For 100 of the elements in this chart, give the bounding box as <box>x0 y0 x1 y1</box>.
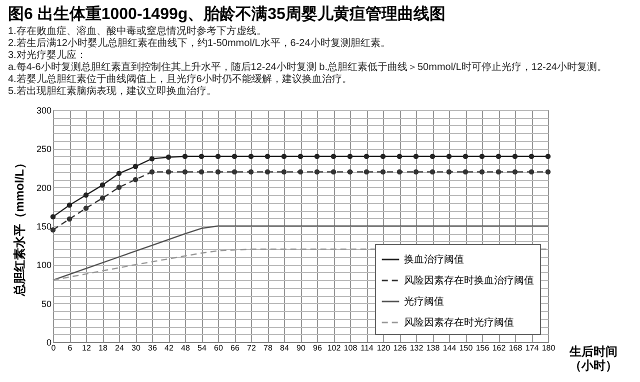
point <box>166 169 172 175</box>
x-tick-label: 150 <box>459 344 474 352</box>
point <box>479 169 485 175</box>
point <box>298 154 304 160</box>
point <box>182 154 188 160</box>
point <box>198 169 204 175</box>
point <box>413 169 419 175</box>
point <box>66 202 72 208</box>
point <box>248 154 254 160</box>
point <box>479 154 485 160</box>
point <box>512 169 518 175</box>
x-tick-label: 96 <box>313 344 322 352</box>
point <box>462 154 468 160</box>
text: 4.若婴儿总胆红素位于曲线阈值上，且光疗6小时仍不能缓解，建议换血治疗。 <box>8 73 352 85</box>
x-tick-label: 18 <box>98 344 108 352</box>
point <box>347 154 353 160</box>
point <box>132 176 138 182</box>
point <box>330 169 336 175</box>
point <box>182 169 188 175</box>
x-tick-label: 60 <box>214 344 224 352</box>
point <box>149 156 155 162</box>
point <box>132 164 138 170</box>
legend-label: 风险因素存在时换血治疗阈值 <box>404 274 534 286</box>
point <box>462 169 468 175</box>
x-tick-label: 54 <box>198 344 207 352</box>
point <box>215 169 221 175</box>
point <box>100 182 106 188</box>
x-tick-label: 108 <box>344 344 358 352</box>
x-tick-label: 180 <box>542 344 556 352</box>
point <box>248 169 254 175</box>
point <box>380 154 386 160</box>
point <box>396 169 402 175</box>
point <box>528 169 534 175</box>
point <box>413 154 419 160</box>
point <box>50 214 56 220</box>
x-tick-label: 30 <box>132 344 141 352</box>
x-tick-label: 162 <box>492 344 506 352</box>
y-tick-label: 250 <box>36 144 52 154</box>
x-tick-label: 6 <box>68 344 73 352</box>
point <box>215 154 221 160</box>
y-tick-label: 300 <box>36 106 52 116</box>
x-tick-label: 168 <box>508 344 523 352</box>
point <box>396 154 402 160</box>
point <box>281 169 287 175</box>
point <box>496 169 502 175</box>
point <box>66 216 72 222</box>
y-tick-label: 50 <box>41 298 52 309</box>
x-tick-label: 12 <box>82 344 92 352</box>
x-tick-label: 144 <box>442 344 457 352</box>
point <box>446 169 452 175</box>
x-tick-label: 126 <box>393 344 408 352</box>
x-tick-label: 156 <box>476 344 490 352</box>
point <box>364 169 370 175</box>
legend-label: 风险因素存在时光疗阈值 <box>404 316 514 328</box>
x-tick-label: 90 <box>296 344 306 352</box>
x-tick-label: 72 <box>247 344 256 352</box>
point <box>232 154 238 160</box>
point <box>116 184 122 190</box>
point <box>496 154 502 160</box>
point <box>100 196 106 201</box>
x-tick-label: 24 <box>115 344 124 352</box>
text: 3.对光疗婴儿应： <box>8 49 86 61</box>
x-tick-label: 114 <box>360 344 374 352</box>
point <box>314 169 320 175</box>
point <box>298 169 304 175</box>
x-tick-label: 48 <box>181 344 190 352</box>
point <box>430 169 436 175</box>
x-tick-label: 78 <box>264 344 273 352</box>
y-tick-label: 100 <box>36 260 52 270</box>
x-tick-label: 42 <box>164 344 174 352</box>
x-tick-label: 102 <box>327 344 342 352</box>
text: 5.若出现胆红素脑病表现，建议立即换血治疗。 <box>8 85 216 97</box>
y-axis-title: 总胆红素水平（mmol/L） <box>12 157 26 297</box>
point <box>83 206 89 211</box>
point <box>512 154 518 160</box>
point <box>116 170 122 176</box>
point <box>330 154 336 160</box>
x-tick-label: 84 <box>280 344 290 352</box>
x-tick-label: 174 <box>525 344 540 352</box>
y-tick-label: 200 <box>36 182 52 193</box>
x-tick-label: 120 <box>376 344 391 352</box>
point <box>198 154 204 160</box>
point <box>83 192 89 198</box>
point <box>166 154 172 160</box>
x-tick-label: 132 <box>410 344 424 352</box>
point <box>281 154 287 160</box>
point <box>149 169 155 175</box>
point <box>314 154 320 160</box>
point <box>545 154 551 160</box>
point <box>430 154 436 160</box>
point <box>264 154 270 160</box>
point <box>364 154 370 160</box>
chart-title: 图6 出生体重1000-1499g、胎龄不满35周婴儿黄疸管理曲线图 <box>8 5 446 23</box>
legend-label: 光疗阈值 <box>404 296 444 308</box>
point <box>380 169 386 175</box>
point <box>446 154 452 160</box>
x-tick-label: 66 <box>230 344 240 352</box>
point <box>347 169 353 175</box>
point <box>528 154 534 160</box>
point <box>232 169 238 175</box>
